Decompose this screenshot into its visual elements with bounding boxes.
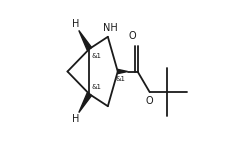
- Text: NH: NH: [102, 23, 117, 33]
- Text: &1: &1: [92, 53, 102, 59]
- Text: &1: &1: [92, 84, 102, 90]
- Polygon shape: [118, 69, 128, 74]
- Text: O: O: [146, 96, 153, 106]
- Polygon shape: [79, 93, 92, 113]
- Text: H: H: [71, 19, 79, 29]
- Text: &1: &1: [116, 76, 126, 82]
- Text: H: H: [71, 114, 79, 124]
- Text: O: O: [129, 31, 136, 41]
- Polygon shape: [79, 30, 92, 50]
